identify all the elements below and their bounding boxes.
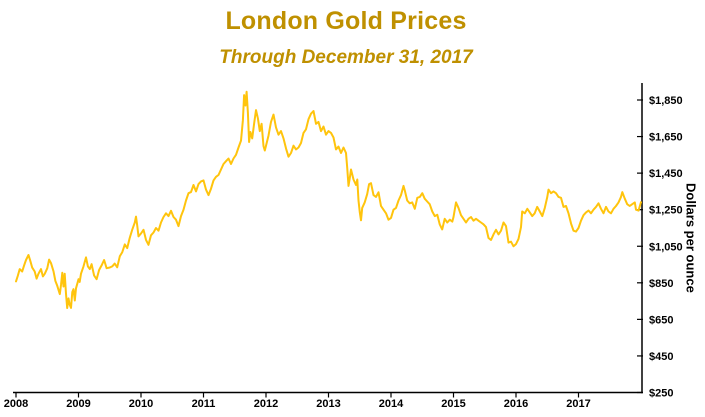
x-tick-label: 2009 [66,398,90,410]
y-tick-label: $1,250 [649,205,683,217]
x-tick-label: 2016 [504,398,528,410]
x-tick-label: 2011 [192,398,216,410]
y-tick-label: $1,050 [649,241,683,253]
chart-subtitle: Through December 31, 2017 [219,47,473,68]
x-tick-label: 2010 [129,398,153,410]
y-tick-label: $1,850 [649,95,683,107]
y-axis-title: Dollars per ounce [683,183,699,293]
y-tick-label: $250 [649,388,673,400]
x-tick-label: 2008 [4,398,28,410]
y-tick-label: $450 [649,351,673,363]
x-tick-label: 2015 [441,398,465,410]
gold-price-line [15,90,642,309]
y-tick-label: $650 [649,314,673,326]
y-tick-label: $1,450 [649,168,683,180]
x-tick-label: 2017 [566,398,590,410]
x-tick-label: 2013 [316,398,340,410]
x-tick-label: 2012 [254,398,278,410]
y-tick-label: $1,650 [649,132,683,144]
y-tick-label: $850 [649,278,673,290]
x-tick-label: 2014 [379,398,404,410]
chart-title: London Gold Prices [225,7,467,35]
